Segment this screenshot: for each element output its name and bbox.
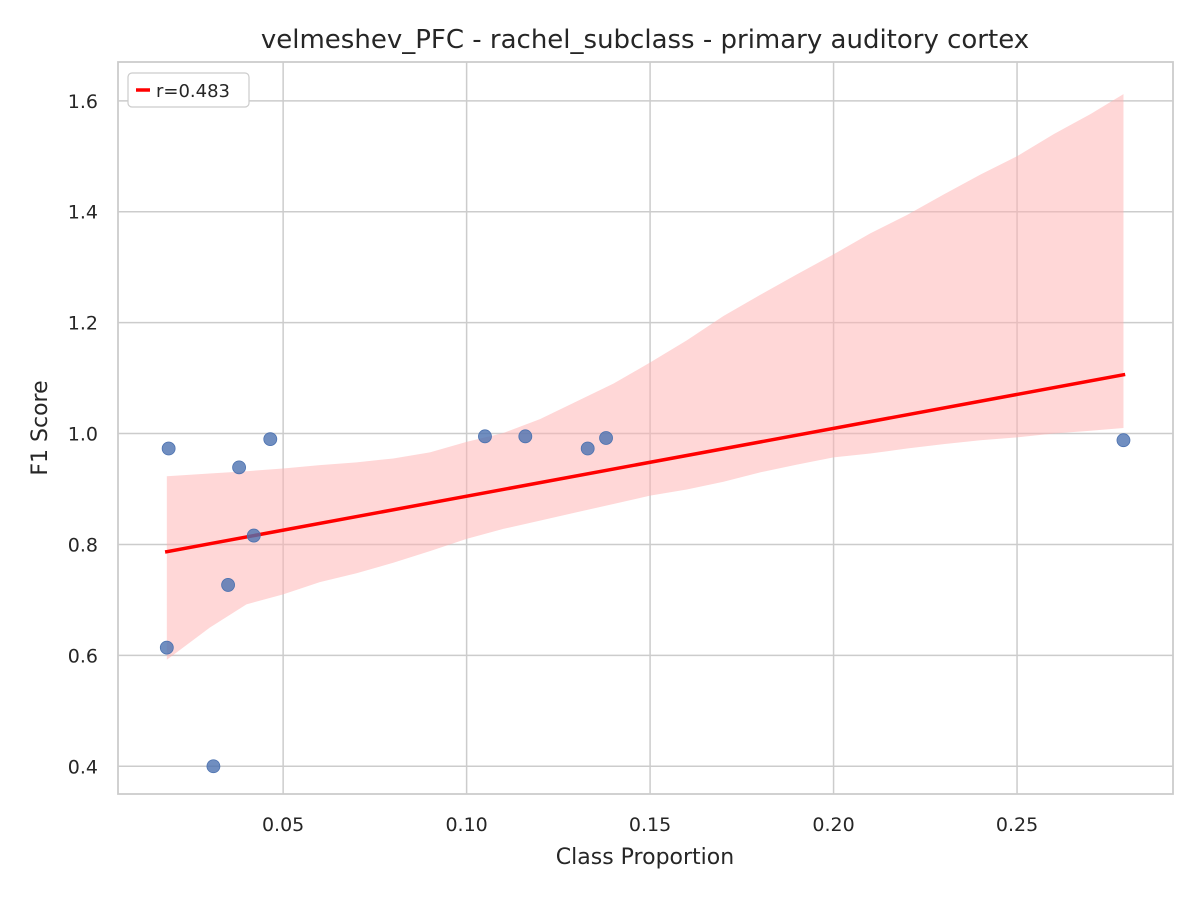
regression-line <box>164 372 1126 554</box>
data-point <box>518 429 533 444</box>
data-point <box>206 759 221 774</box>
x-tick-label: 0.05 <box>262 814 304 836</box>
y-tick-label: 0.4 <box>68 756 98 778</box>
data-point <box>1116 433 1131 448</box>
y-tick-label: 1.4 <box>68 202 98 224</box>
y-tick-label: 1.2 <box>68 313 98 335</box>
y-tick-labels: 0.4 0.6 0.8 1.0 1.2 1.4 1.6 <box>68 91 98 778</box>
data-point <box>580 441 595 456</box>
y-tick-label: 0.8 <box>68 534 98 556</box>
data-points <box>159 429 1131 774</box>
data-point <box>161 441 176 456</box>
x-tick-label: 0.25 <box>996 814 1038 836</box>
x-tick-label: 0.20 <box>812 814 854 836</box>
x-axis-label: Class Proportion <box>556 845 734 870</box>
legend-box <box>127 72 250 108</box>
legend: r=0.483 <box>127 72 250 108</box>
data-point <box>478 429 492 444</box>
x-tick-label: 0.10 <box>445 814 487 836</box>
data-point <box>246 528 261 543</box>
data-point <box>221 578 235 592</box>
confidence-band-layer <box>166 94 1124 660</box>
plot-frame <box>117 61 1174 795</box>
legend-label: r=0.483 <box>156 81 230 102</box>
data-point <box>263 432 278 446</box>
regression-line-layer <box>164 372 1126 554</box>
y-axis-label: F1 Score <box>28 380 53 475</box>
x-tick-label: 0.15 <box>629 814 671 836</box>
data-point <box>599 431 613 445</box>
chart-title: velmeshev_PFC - rachel_subclass - primar… <box>261 25 1029 55</box>
x-tick-labels: 0.05 0.10 0.15 0.20 0.25 <box>262 814 1038 836</box>
y-tick-label: 1.0 <box>68 424 98 446</box>
y-tick-label: 0.6 <box>68 645 98 667</box>
y-tick-label: 1.6 <box>68 91 98 113</box>
data-point <box>159 640 174 655</box>
data-point <box>232 460 246 475</box>
confidence-band <box>166 94 1124 660</box>
